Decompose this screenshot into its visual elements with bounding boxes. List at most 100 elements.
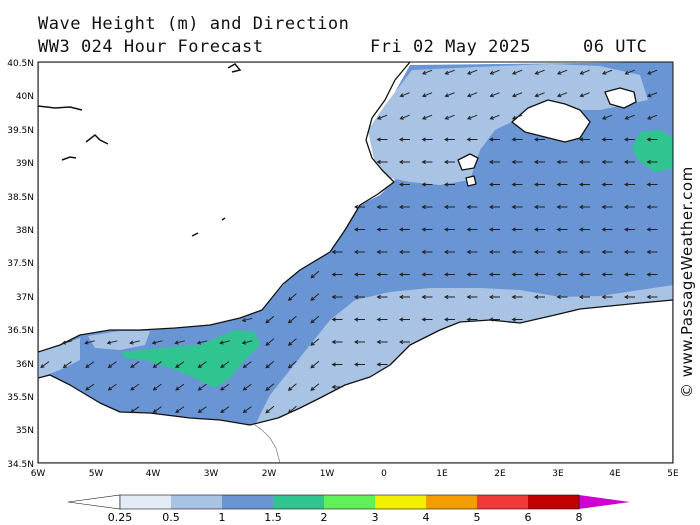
- north-africa-coast: [38, 299, 673, 463]
- direction-arrow: [197, 361, 207, 369]
- direction-arrow: [646, 137, 658, 142]
- direction-arrow: [398, 249, 410, 255]
- direction-arrow: [310, 338, 320, 346]
- direction-arrow: [443, 137, 455, 142]
- direction-arrow: [398, 159, 410, 165]
- direction-arrow: [646, 92, 658, 98]
- direction-arrow: [376, 272, 388, 277]
- forecast-date: Fri 02 May 2025: [370, 37, 532, 57]
- direction-arrow: [579, 69, 590, 75]
- direction-arrow: [646, 294, 658, 300]
- direction-arrow: [376, 294, 388, 300]
- direction-arrow: [556, 204, 568, 210]
- direction-arrow: [353, 249, 365, 255]
- direction-arrow: [353, 362, 365, 367]
- direction-arrow: [174, 340, 185, 345]
- direction-arrow: [646, 159, 658, 165]
- colorbar-label: 1.5: [264, 511, 282, 524]
- direction-arrow: [241, 317, 253, 323]
- model-label: WW3 024 Hour Forecast: [38, 37, 264, 57]
- formentera-island: [465, 175, 477, 187]
- lat-label: 38N: [16, 226, 34, 236]
- lon-label: 3W: [204, 469, 219, 479]
- direction-arrow: [646, 114, 658, 120]
- lat-label: 37N: [16, 293, 34, 303]
- direction-arrow: [488, 227, 500, 232]
- direction-arrow: [466, 137, 478, 142]
- direction-arrow: [511, 317, 523, 322]
- colorbar-label: 3: [372, 511, 379, 524]
- direction-arrow: [287, 338, 297, 346]
- direction-arrow: [265, 405, 275, 414]
- island-fragment: [227, 63, 242, 73]
- lat-label: 40N: [16, 92, 34, 102]
- direction-arrow: [376, 227, 388, 232]
- direction-arrow: [241, 340, 253, 345]
- direction-arrow: [601, 272, 613, 277]
- direction-arrow: [376, 204, 388, 210]
- mallorca-island: [511, 99, 591, 143]
- direction-arrow: [443, 182, 455, 187]
- direction-arrow: [466, 249, 478, 255]
- colorbar-label: 5: [474, 511, 481, 524]
- direction-arrow: [398, 204, 410, 210]
- lat-axis: 40.5N 40N 39.5N 39N 38.5N 38N 37.5N 37N …: [7, 59, 34, 470]
- lat-label: 40.5N: [7, 59, 34, 69]
- direction-arrows: [40, 69, 658, 414]
- direction-arrow: [421, 114, 433, 120]
- direction-arrow: [331, 339, 343, 345]
- direction-arrow: [646, 204, 658, 210]
- direction-arrow: [310, 293, 320, 301]
- direction-arrow: [533, 204, 545, 210]
- colorbar-label: 6: [525, 511, 532, 524]
- direction-arrow: [421, 182, 433, 187]
- direction-arrow: [489, 92, 500, 98]
- lon-label: 4W: [146, 469, 161, 479]
- direction-arrow: [443, 204, 455, 210]
- sea-area: [38, 62, 673, 425]
- colorbar-segment: [375, 495, 426, 509]
- direction-arrow: [579, 92, 590, 98]
- direction-arrow: [107, 361, 117, 369]
- direction-arrow: [466, 114, 478, 120]
- direction-arrow: [242, 383, 252, 391]
- direction-arrow: [376, 362, 388, 367]
- direction-arrow: [331, 294, 343, 300]
- direction-arrow: [601, 204, 613, 210]
- direction-arrow: [533, 294, 545, 300]
- direction-arrow: [175, 361, 185, 369]
- direction-arrow: [623, 159, 635, 165]
- direction-arrow: [556, 182, 568, 187]
- direction-arrow: [623, 137, 635, 142]
- direction-arrow: [578, 137, 590, 142]
- direction-arrow: [443, 249, 455, 255]
- direction-arrow: [61, 340, 73, 345]
- direction-arrow: [601, 294, 613, 300]
- lon-label: 5W: [89, 469, 104, 479]
- direction-arrow: [488, 272, 500, 277]
- colorbar-label: 0.25: [108, 511, 133, 524]
- direction-arrow: [130, 383, 140, 391]
- colorbar-segment: [273, 495, 324, 509]
- direction-arrow: [624, 114, 635, 120]
- colorbar-label: 0.5: [162, 511, 180, 524]
- direction-arrow: [601, 227, 613, 232]
- direction-arrow: [488, 159, 500, 165]
- direction-arrow: [175, 406, 185, 414]
- lon-label: 5E: [667, 469, 679, 479]
- direction-arrow: [466, 317, 478, 322]
- direction-arrow: [511, 204, 523, 210]
- direction-arrow: [511, 272, 523, 277]
- direction-arrow: [578, 272, 590, 277]
- lat-label: 36.5N: [7, 326, 34, 336]
- direction-arrow: [220, 383, 230, 391]
- direction-arrow: [310, 360, 320, 369]
- direction-arrow: [421, 249, 433, 255]
- colorbar-segment: [528, 495, 579, 509]
- direction-arrow: [421, 92, 433, 98]
- direction-arrow: [511, 114, 523, 120]
- direction-arrow: [353, 294, 365, 300]
- direction-arrow: [511, 227, 523, 232]
- spain-coast: [38, 62, 411, 353]
- direction-arrow: [601, 182, 613, 187]
